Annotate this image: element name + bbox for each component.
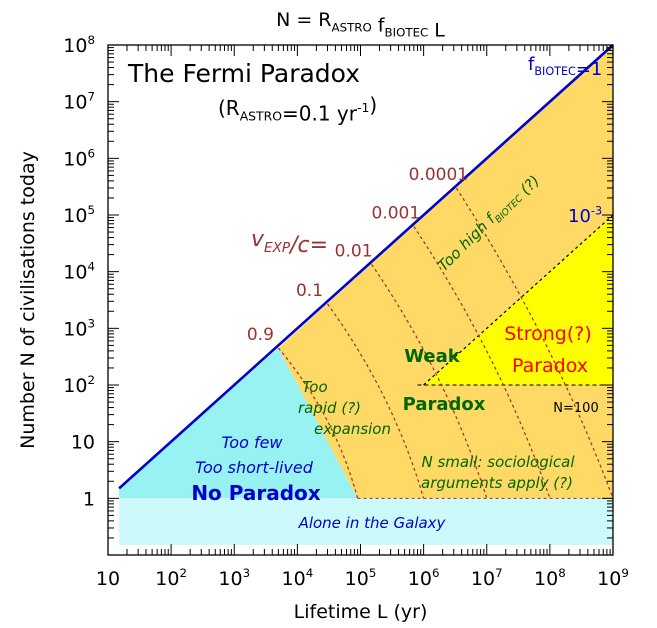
weak-paradox-label-1: Weak (404, 346, 461, 367)
x-tick-label-5: 106 (408, 566, 440, 590)
y-axis-title: Number N of civilisations today (17, 151, 39, 449)
f-biotec-1e-3-line (423, 214, 614, 386)
y-tick-label-7: 107 (63, 90, 95, 114)
x-tick-label-4: 105 (345, 566, 377, 590)
chart-title: N = RASTRO fBIOTEC L (276, 9, 445, 42)
y-tick-label-2: 102 (63, 373, 95, 397)
n-small-label-2: arguments apply (?) (421, 474, 573, 492)
n-small-label-1: N small: sociological (422, 453, 576, 471)
x-tick-label-7: 108 (534, 566, 566, 590)
x-axis-title: Lifetime L (yr) (294, 601, 428, 623)
expansion-label-0: 0.9 (247, 325, 274, 345)
expansion-label-1: 0.1 (296, 281, 323, 301)
x-tick-label-0: 10 (96, 568, 120, 590)
too-rapid-label-1: Too (302, 378, 328, 396)
f-biotec-1-label: fBIOTEC=1 (528, 54, 602, 80)
y-tick-label-0: 1 (83, 488, 95, 510)
f-biotec-1-line (118, 44, 614, 490)
expansion-line-4 (455, 187, 614, 499)
x-tick-label-6: 107 (471, 566, 503, 590)
too-rapid-label-2: rapid (?) (298, 399, 361, 417)
strong-paradox-region (423, 215, 613, 385)
alone-band-region (119, 498, 614, 546)
y-tick-label-8: 108 (63, 33, 95, 57)
strong-paradox-label-2: Paradox (512, 355, 588, 377)
no-paradox-region (119, 348, 358, 499)
panel-title: The Fermi Paradox (127, 59, 360, 88)
y-tick-label-6: 106 (63, 146, 95, 170)
chart-regions (119, 45, 614, 546)
too-rapid-label-3: expansion (314, 420, 391, 438)
expansion-label-4: 0.0001 (409, 165, 468, 185)
expansion-line-0 (277, 347, 359, 499)
x-tick-label-1: 102 (155, 566, 187, 590)
strong-paradox-label-1: Strong(?) (504, 323, 592, 345)
too-short-lived-label: Too short-lived (195, 458, 314, 477)
y-tick-label-3: 103 (63, 316, 95, 340)
y-tick-label-5: 105 (63, 203, 95, 227)
chart-ticks (107, 44, 614, 556)
y-tick-label-4: 104 (63, 260, 95, 284)
expansion-line-3 (413, 226, 551, 499)
expansion-line-1 (327, 303, 425, 499)
alone-in-galaxy-label: Alone in the Galaxy (298, 514, 447, 532)
expansion-line-2 (371, 263, 488, 499)
x-tick-label-3: 104 (282, 566, 314, 590)
x-tick-label-8: 109 (597, 566, 629, 590)
x-tick-label-2: 103 (218, 566, 250, 590)
weak-paradox-label-2: Paradox (403, 394, 486, 415)
too-few-label: Too few (221, 433, 283, 452)
r-astro-label: (RASTRO=0.1 yr-1) (218, 93, 377, 125)
chart-lines (118, 44, 614, 499)
velocity-label: vEXP/c= (251, 227, 328, 258)
f-biotec-1e-3-label: 10-3 (568, 204, 602, 227)
y-tick-label-1: 10 (71, 432, 95, 454)
expansion-label-2: 0.01 (335, 241, 373, 261)
no-paradox-label: No Paradox (191, 481, 320, 505)
n100-label: N=100 (553, 401, 598, 416)
expansion-label-3: 0.001 (372, 203, 421, 223)
